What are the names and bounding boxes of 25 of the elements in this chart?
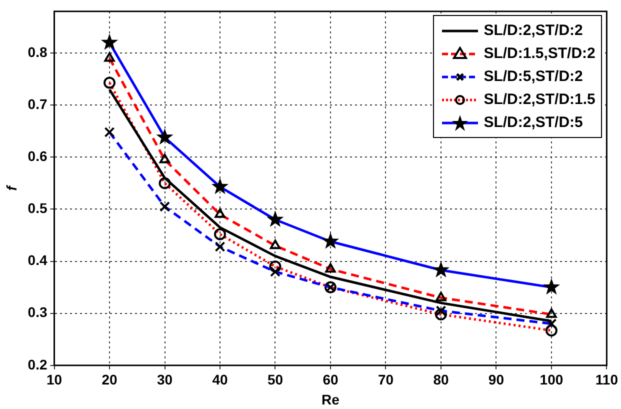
x-tick-label: 50 [267,372,284,388]
legend-label: SL/D:2,ST/D:5 [484,114,583,132]
x-tick-label: 40 [212,372,228,388]
y-tick-label: 0.8 [28,44,48,60]
y-tick-label: 0.2 [28,356,48,372]
x-tick-label: 20 [102,372,118,388]
x-axis-title: Re [322,391,340,408]
x-tick-label: 60 [322,372,338,388]
legend-label: SL/D:5,ST/D:2 [484,68,583,86]
x-tick-label: 10 [46,372,62,388]
x-tick-label: 80 [433,372,449,388]
x-tick-label: 100 [540,372,564,388]
legend-label: SL/D:2,ST/D:2 [484,22,583,40]
x-tick-label: 90 [488,372,504,388]
y-tick-label: 0.7 [28,96,48,112]
y-tick-label: 0.5 [28,200,48,216]
x-tick-label: 110 [595,372,618,388]
x-tick-label: 30 [156,372,173,388]
y-tick-label: 0.4 [28,252,48,268]
legend-label: SL/D:1.5,ST/D:2 [484,45,596,62]
y-tick-label: 0.3 [28,304,48,320]
legend-label: SL/D:2,ST/D:1.5 [484,91,596,108]
x-tick-label: 70 [378,372,394,388]
y-tick-label: 0.6 [28,148,48,164]
y-axis-title: f [3,184,20,191]
